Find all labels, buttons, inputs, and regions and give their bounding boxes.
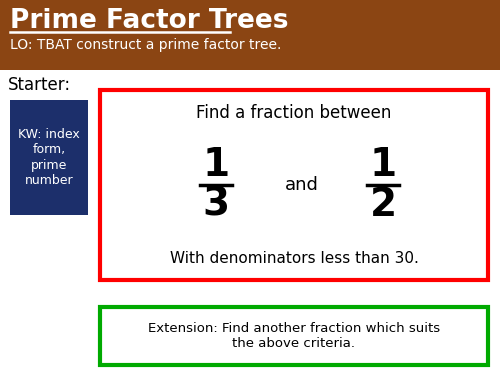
- Text: Starter:: Starter:: [8, 76, 71, 94]
- Text: Extension: Find another fraction which suits
the above criteria.: Extension: Find another fraction which s…: [148, 322, 440, 350]
- Text: 1: 1: [370, 146, 397, 184]
- FancyBboxPatch shape: [100, 90, 488, 280]
- Text: and: and: [285, 176, 318, 194]
- Text: Find a fraction between: Find a fraction between: [196, 104, 392, 122]
- FancyBboxPatch shape: [10, 100, 88, 215]
- FancyBboxPatch shape: [100, 307, 488, 365]
- Text: 2: 2: [370, 186, 397, 224]
- Text: With denominators less than 30.: With denominators less than 30.: [170, 251, 418, 266]
- Text: 1: 1: [203, 146, 230, 184]
- FancyBboxPatch shape: [0, 0, 500, 70]
- Text: Prime Factor Trees: Prime Factor Trees: [10, 8, 288, 34]
- Text: 3: 3: [203, 186, 230, 224]
- Text: KW: index
form,
prime
number: KW: index form, prime number: [18, 129, 80, 186]
- Text: LO: TBAT construct a prime factor tree.: LO: TBAT construct a prime factor tree.: [10, 38, 281, 52]
